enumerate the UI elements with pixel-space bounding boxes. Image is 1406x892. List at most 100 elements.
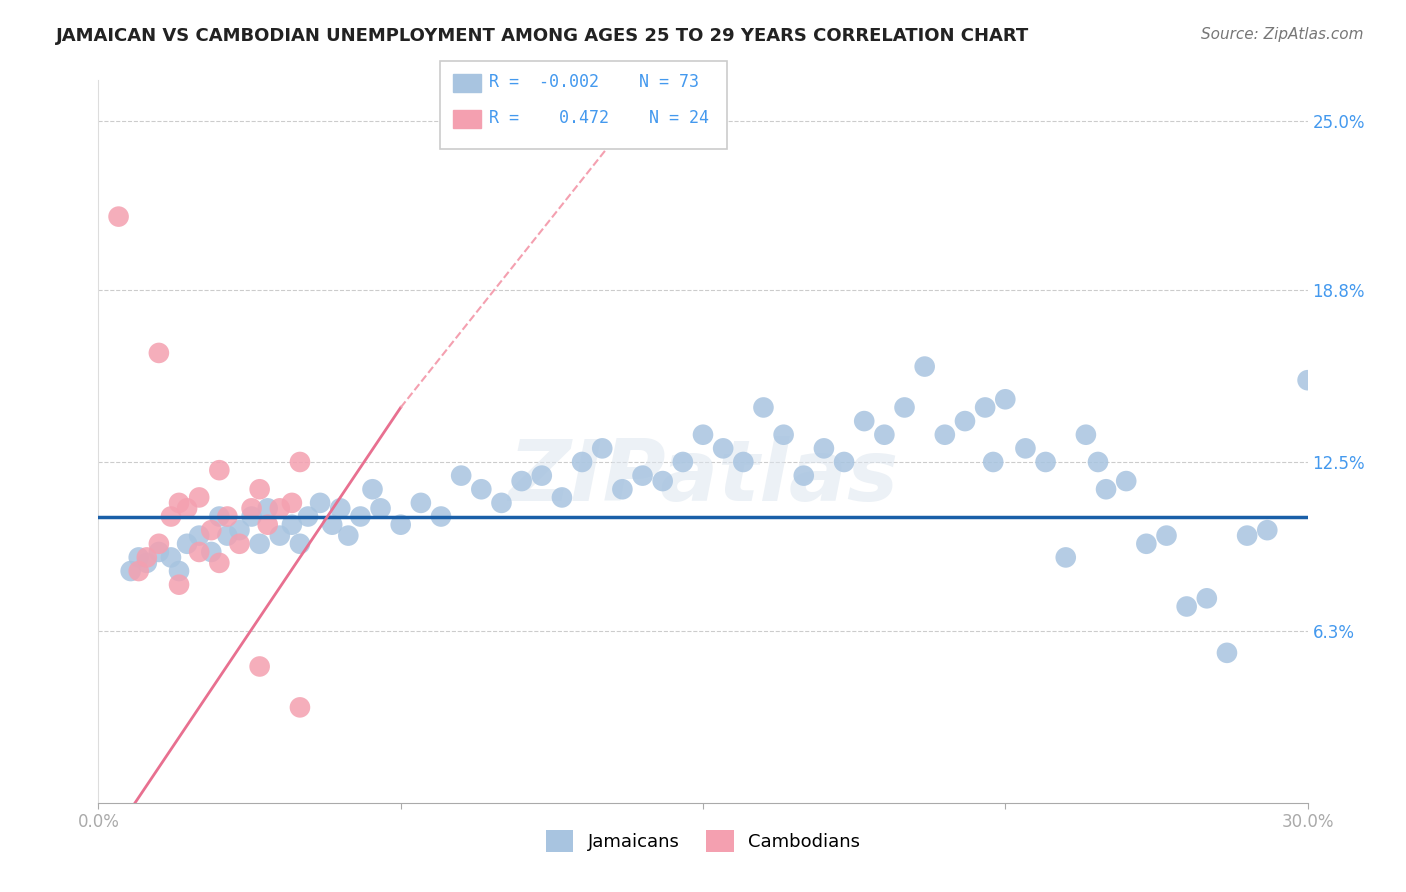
Point <box>188 528 211 542</box>
Point <box>200 545 222 559</box>
Point <box>281 517 304 532</box>
Point <box>752 401 775 415</box>
Point <box>148 545 170 559</box>
Point <box>953 414 976 428</box>
Point <box>631 468 654 483</box>
Point <box>832 455 855 469</box>
Point <box>1035 455 1057 469</box>
Point <box>612 482 634 496</box>
Point <box>1054 550 1077 565</box>
Point <box>269 528 291 542</box>
Text: R =    0.472    N = 24: R = 0.472 N = 24 <box>489 109 709 127</box>
Point <box>208 463 231 477</box>
Point <box>651 474 673 488</box>
Point <box>107 210 129 224</box>
Point <box>1135 537 1157 551</box>
Point <box>1095 482 1118 496</box>
Point <box>269 501 291 516</box>
Point <box>893 401 915 415</box>
Point <box>249 482 271 496</box>
Point <box>160 509 183 524</box>
Point <box>470 482 492 496</box>
Point <box>1216 646 1239 660</box>
Point <box>1014 442 1036 456</box>
Point <box>256 517 278 532</box>
Point <box>370 501 392 516</box>
Point <box>1175 599 1198 614</box>
Point <box>167 564 190 578</box>
Point <box>450 468 472 483</box>
Point <box>249 659 271 673</box>
Point <box>772 427 794 442</box>
Point <box>228 523 250 537</box>
Point <box>672 455 695 469</box>
Point <box>711 442 734 456</box>
Legend: Jamaicans, Cambodians: Jamaicans, Cambodians <box>538 822 868 859</box>
Text: JAMAICAN VS CAMBODIAN UNEMPLOYMENT AMONG AGES 25 TO 29 YEARS CORRELATION CHART: JAMAICAN VS CAMBODIAN UNEMPLOYMENT AMONG… <box>56 27 1029 45</box>
Point <box>128 550 150 565</box>
Point <box>120 564 142 578</box>
Point <box>1256 523 1278 537</box>
Point <box>176 501 198 516</box>
Text: R =  -0.002    N = 73: R = -0.002 N = 73 <box>489 73 699 91</box>
Point <box>409 496 432 510</box>
Point <box>530 468 553 483</box>
Point <box>491 496 513 510</box>
Point <box>934 427 956 442</box>
Point <box>256 501 278 516</box>
Point <box>994 392 1017 407</box>
Point <box>349 509 371 524</box>
Point <box>1156 528 1178 542</box>
Point <box>571 455 593 469</box>
Point <box>361 482 384 496</box>
Point <box>981 455 1004 469</box>
Point <box>389 517 412 532</box>
Point <box>692 427 714 442</box>
Point <box>1296 373 1319 387</box>
Point <box>128 564 150 578</box>
Point <box>329 501 352 516</box>
Point <box>167 496 190 510</box>
Point <box>793 468 815 483</box>
Point <box>240 501 263 516</box>
Point <box>1074 427 1097 442</box>
Point <box>135 550 157 565</box>
Point <box>200 523 222 537</box>
Point <box>1236 528 1258 542</box>
Text: Source: ZipAtlas.com: Source: ZipAtlas.com <box>1201 27 1364 42</box>
Point <box>510 474 533 488</box>
Point <box>337 528 360 542</box>
Point <box>430 509 453 524</box>
Point <box>591 442 613 456</box>
Point <box>167 577 190 591</box>
Point <box>135 556 157 570</box>
Point <box>853 414 876 428</box>
Point <box>228 537 250 551</box>
Point <box>176 537 198 551</box>
Point <box>208 556 231 570</box>
Point <box>217 509 239 524</box>
Point <box>813 442 835 456</box>
Point <box>914 359 936 374</box>
Point <box>148 346 170 360</box>
Point <box>148 537 170 551</box>
Point <box>551 491 574 505</box>
Point <box>974 401 997 415</box>
Point <box>873 427 896 442</box>
Point <box>208 509 231 524</box>
Point <box>1087 455 1109 469</box>
Point <box>160 550 183 565</box>
Point <box>249 537 271 551</box>
Point <box>297 509 319 524</box>
Point <box>188 545 211 559</box>
Point <box>733 455 755 469</box>
Point <box>309 496 332 510</box>
Point <box>240 509 263 524</box>
Text: ZIPatlas: ZIPatlas <box>508 436 898 519</box>
Point <box>321 517 343 532</box>
Point <box>288 700 311 714</box>
Point <box>1195 591 1218 606</box>
Point <box>281 496 304 510</box>
Point <box>288 455 311 469</box>
Point <box>188 491 211 505</box>
